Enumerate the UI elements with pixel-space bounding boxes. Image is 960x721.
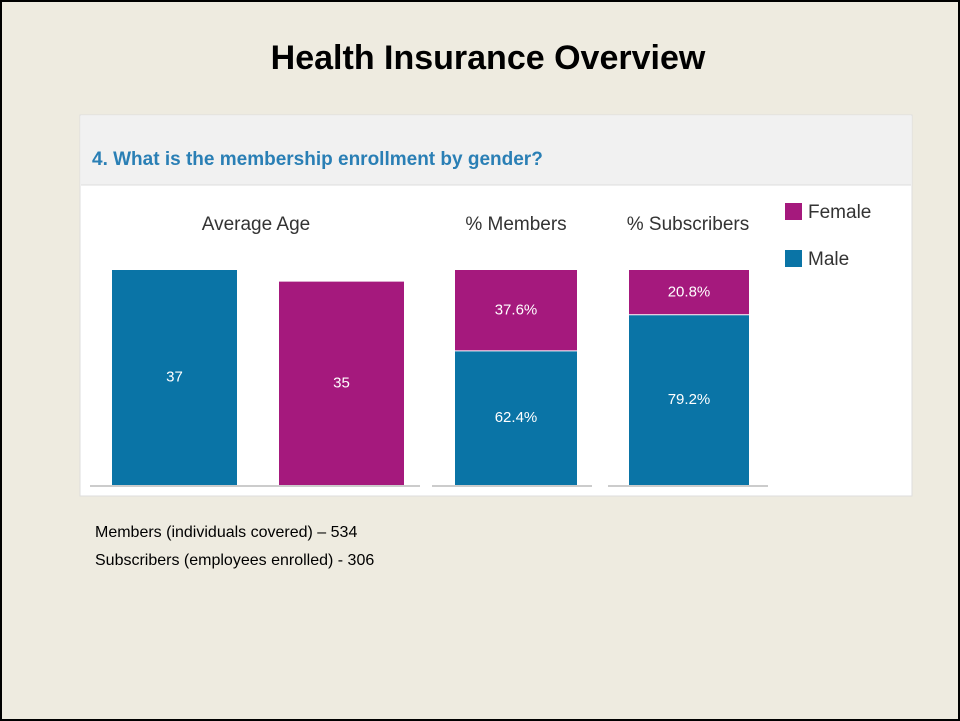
note: Members (individuals covered) – 534 (95, 524, 357, 541)
value-label: 37 (166, 368, 183, 385)
bar-segment (455, 270, 577, 351)
legend-label: Female (808, 202, 871, 223)
chart-title: % Subscribers (627, 214, 750, 235)
bar (112, 270, 237, 485)
chart-title: Average Age (202, 214, 310, 235)
legend-swatch (785, 203, 802, 220)
slide-title: Health Insurance Overview (271, 39, 706, 77)
bar-segment (629, 270, 749, 315)
bar (279, 281, 404, 485)
value-label: 37.6% (495, 301, 538, 318)
value-label: 35 (333, 374, 350, 391)
chart-title: % Members (465, 214, 566, 235)
panel-header (81, 116, 911, 185)
bar-segment (629, 314, 749, 485)
value-label: 79.2% (668, 391, 711, 408)
value-label: 62.4% (495, 409, 538, 426)
legend-swatch (785, 250, 802, 267)
note: Subscribers (employees enrolled) - 306 (95, 552, 374, 569)
bar-segment (455, 350, 577, 485)
question: 4. What is the membership enrollment by … (92, 149, 543, 170)
legend-label: Male (808, 249, 849, 270)
value-label: 20.8% (668, 283, 711, 300)
